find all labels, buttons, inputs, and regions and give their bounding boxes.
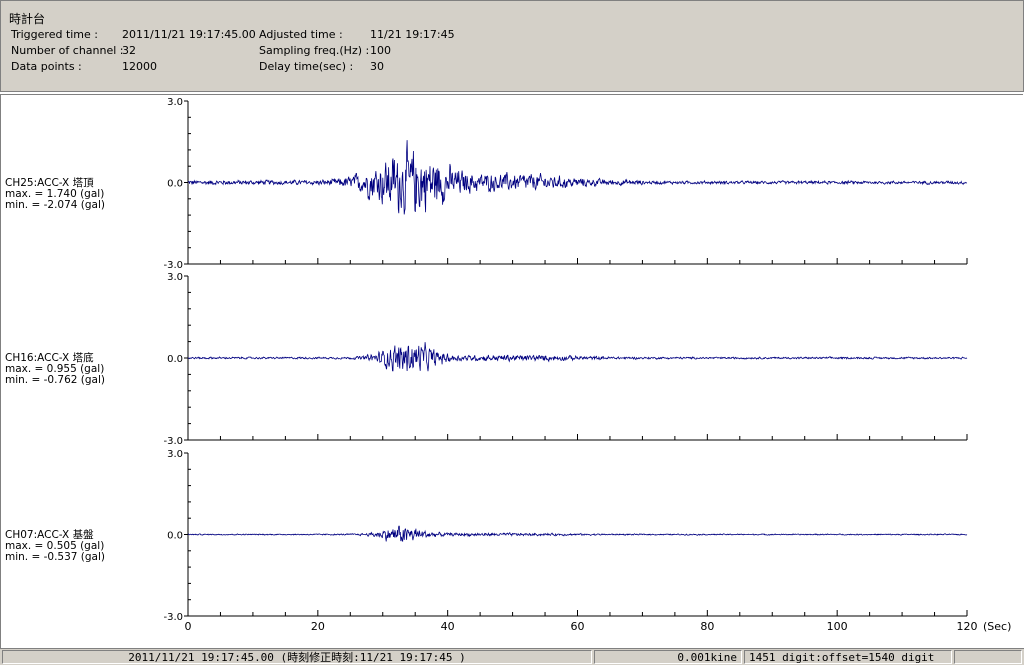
waveform-chart: 3.00.0-3.03.00.0-3.03.00.0-3.00 20 40 60 80 1… bbox=[163, 97, 1011, 633]
data-points-label: Data points : bbox=[11, 60, 82, 73]
x-unit-label: (Sec) bbox=[983, 620, 1011, 633]
y-tick-label: -3.0 bbox=[163, 260, 183, 271]
x-tick-label: 80 bbox=[700, 620, 714, 633]
channel-count-value: 32 bbox=[122, 44, 136, 57]
status-empty bbox=[954, 650, 1022, 664]
status-time: 2011/11/21 19:17:45.00 (時刻修正時刻:11/21 19:… bbox=[2, 650, 592, 664]
channel-min: min. = -0.762 (gal) bbox=[5, 374, 106, 386]
waveform-trace-0 bbox=[187, 140, 968, 215]
sampling-freq-label: Sampling freq.(Hz) : bbox=[259, 44, 370, 57]
delay-time-value: 30 bbox=[370, 60, 384, 73]
data-points-value: 12000 bbox=[122, 60, 157, 73]
channel-max: max. = 0.505 (gal) bbox=[5, 540, 105, 552]
delay-time-label: Delay time(sec) : bbox=[259, 60, 354, 73]
channel-label-0: CH25:ACC-X 塔頂 max. = 1.740 (gal) min. = … bbox=[5, 178, 105, 211]
channel-min: min. = -0.537 (gal) bbox=[5, 551, 106, 563]
y-tick-label: -3.0 bbox=[163, 436, 183, 447]
y-tick-label: 0.0 bbox=[167, 179, 183, 190]
channel-max: max. = 1.740 (gal) bbox=[5, 188, 105, 200]
triggered-time-label: Triggered time : bbox=[11, 28, 98, 41]
channel-max: max. = 0.955 (gal) bbox=[5, 363, 105, 375]
station-title: 時計台 bbox=[9, 12, 46, 26]
header-panel: 時計台 Triggered time : 2011/11/21 19:17:45… bbox=[0, 0, 1024, 92]
channel-name: CH16:ACC-X 塔底 bbox=[5, 352, 94, 364]
status-bar: 2011/11/21 19:17:45.00 (時刻修正時刻:11/21 19:… bbox=[0, 648, 1024, 665]
channel-name: CH25:ACC-X 塔頂 bbox=[5, 177, 94, 189]
x-tick-label: 100 bbox=[827, 620, 848, 633]
y-tick-label: 0.0 bbox=[167, 354, 183, 365]
y-tick-label: 0.0 bbox=[167, 531, 183, 542]
adjusted-time-value: 11/21 19:17:45 bbox=[370, 28, 455, 41]
x-tick-label: 20 bbox=[311, 620, 325, 633]
triggered-time-value: 2011/11/21 19:17:45.00 bbox=[122, 28, 256, 41]
y-tick-label: 3.0 bbox=[167, 272, 183, 283]
y-tick-label: -3.0 bbox=[163, 612, 183, 623]
channel-min: min. = -2.074 (gal) bbox=[5, 199, 106, 211]
y-tick-label: 3.0 bbox=[167, 97, 183, 108]
channel-count-label: Number of channel : bbox=[11, 44, 124, 57]
y-tick-label: 3.0 bbox=[167, 449, 183, 460]
waveform-trace-2 bbox=[187, 525, 968, 542]
waveform-trace-1 bbox=[187, 342, 968, 372]
status-unit: 0.001kine bbox=[594, 650, 742, 664]
x-tick-label: 40 bbox=[441, 620, 455, 633]
x-tick-label: 60 bbox=[571, 620, 585, 633]
x-tick-label: 120 bbox=[957, 620, 978, 633]
sampling-freq-value: 100 bbox=[370, 44, 391, 57]
x-tick-label: 0 bbox=[185, 620, 192, 633]
channel-name: CH07:ACC-X 基盤 bbox=[5, 529, 94, 541]
channel-label-2: CH07:ACC-X 基盤 max. = 0.505 (gal) min. = … bbox=[5, 530, 105, 563]
status-digit: 1451 digit:offset=1540 digit bbox=[744, 650, 952, 664]
adjusted-time-label: Adjusted time : bbox=[259, 28, 343, 41]
channel-label-1: CH16:ACC-X 塔底 max. = 0.955 (gal) min. = … bbox=[5, 353, 105, 386]
